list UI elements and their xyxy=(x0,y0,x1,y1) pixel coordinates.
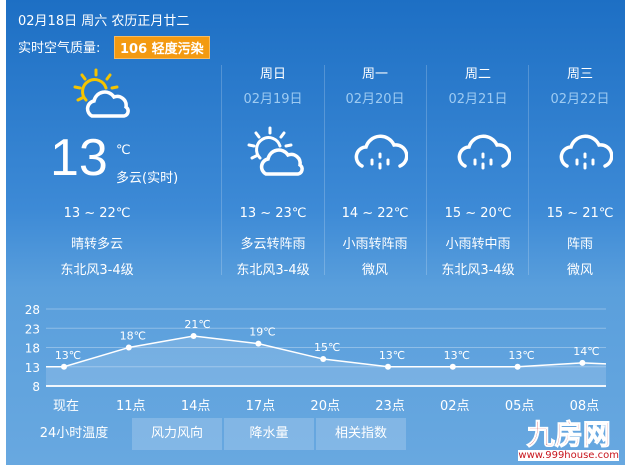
divider xyxy=(426,65,427,275)
tab-24h-temperature[interactable]: 24小时温度 xyxy=(39,426,109,441)
rain-cloud-icon xyxy=(354,134,408,170)
temperature-chart: 28 23 18 13 8 13℃ 现在 18℃ 11点 21℃ 14点 19℃ 17点 15℃ 20点 13… xyxy=(25,303,607,414)
air-quality-label: 实时空气质量: xyxy=(18,41,101,56)
data-label: 19℃ xyxy=(249,326,275,339)
x-tick-label: 23点 xyxy=(375,399,405,414)
weather-text: 晴转多云 xyxy=(70,237,123,252)
temp-range: 13 ~ 23℃ xyxy=(239,206,307,221)
day-date: 02月21日 xyxy=(448,92,508,107)
temp-range: 14 ~ 22℃ xyxy=(341,206,409,221)
tab-indices[interactable]: 相关指数 xyxy=(316,418,406,450)
wind-text: 东北风3-4级 xyxy=(236,263,310,278)
temperature-area xyxy=(46,335,606,386)
air-quality-badge: 106 轻度污染 xyxy=(114,36,210,59)
data-point xyxy=(255,340,262,347)
data-point xyxy=(125,344,132,351)
day-name: 周三 xyxy=(566,67,593,82)
rain-cloud-icon xyxy=(457,134,511,170)
x-tick-label: 20点 xyxy=(310,399,340,414)
x-tick-label: 11点 xyxy=(116,399,146,414)
tab-precipitation[interactable]: 降水量 xyxy=(224,418,314,450)
wind-text: 微风 xyxy=(566,263,593,278)
day-date: 02月19日 xyxy=(243,92,303,107)
watermark-text: 九房网 xyxy=(526,418,611,451)
data-label: 13℃ xyxy=(508,349,534,362)
temp-range: 15 ~ 20℃ xyxy=(444,206,512,221)
data-label: 14℃ xyxy=(573,345,599,358)
data-label: 13℃ xyxy=(379,349,405,362)
y-tick-label: 8 xyxy=(32,380,40,394)
current-date: 02月18日 周六 农历正月廿二 xyxy=(18,14,190,29)
partly-cloudy-icon xyxy=(73,68,130,118)
x-tick-label: 现在 xyxy=(53,399,79,414)
partly-cloudy-icon xyxy=(247,126,304,176)
temp-range: 15 ~ 21℃ xyxy=(546,206,614,221)
x-tick-label: 02点 xyxy=(440,399,470,414)
wind-text: 东北风3-4级 xyxy=(60,263,134,278)
tab-wind[interactable]: 风力风向 xyxy=(132,418,222,450)
data-point xyxy=(449,363,456,370)
data-label: 21℃ xyxy=(184,318,210,331)
wind-text: 微风 xyxy=(361,263,388,278)
data-label: 18℃ xyxy=(120,330,146,343)
day-name: 周一 xyxy=(361,67,388,82)
x-tick-label: 08点 xyxy=(570,399,600,414)
temp-range: 13 ~ 22℃ xyxy=(63,206,131,221)
data-point xyxy=(579,359,586,366)
y-tick-label: 13 xyxy=(25,361,40,375)
x-tick-label: 14点 xyxy=(181,399,211,414)
weather-text: 小雨转中雨 xyxy=(445,237,511,252)
data-point xyxy=(385,363,391,370)
weather-text: 多云转阵雨 xyxy=(240,237,306,252)
temperature-unit: ℃ xyxy=(116,143,131,158)
day-name: 周日 xyxy=(259,67,286,82)
data-point xyxy=(61,363,67,370)
day-date: 02月22日 xyxy=(550,92,610,107)
watermark-url: www.999house.com xyxy=(518,450,619,461)
data-label: 15℃ xyxy=(314,341,340,354)
day-date: 02月20日 xyxy=(345,92,405,107)
wind-text: 东北风3-4级 xyxy=(441,263,515,278)
data-label: 13℃ xyxy=(55,349,81,362)
divider xyxy=(528,65,529,275)
y-tick-label: 23 xyxy=(25,322,40,336)
watermark-logo: 九房网 www.999house.com xyxy=(518,418,619,461)
weather-widget: 02月18日 周六 农历正月廿二 实时空气质量: 106 轻度污染 13 ℃ 多… xyxy=(6,0,625,465)
y-tick-label: 18 xyxy=(25,342,40,356)
y-tick-label: 28 xyxy=(25,303,40,317)
current-condition: 多云(实时) xyxy=(116,171,179,186)
weather-text: 小雨转阵雨 xyxy=(342,237,408,252)
data-label: 13℃ xyxy=(444,349,470,362)
current-temperature: 13 xyxy=(50,129,108,187)
data-point xyxy=(514,363,521,370)
rain-cloud-icon xyxy=(559,134,613,170)
data-point xyxy=(320,356,327,363)
x-tick-label: 05点 xyxy=(505,399,535,414)
weather-text: 阵雨 xyxy=(566,237,593,252)
day-name: 周二 xyxy=(464,67,491,82)
divider xyxy=(221,65,222,275)
data-point xyxy=(190,332,197,339)
x-tick-label: 17点 xyxy=(246,399,276,414)
divider xyxy=(324,65,325,275)
chart-tabs: 24小时温度 风力风向 降水量 相关指数 xyxy=(18,418,408,450)
